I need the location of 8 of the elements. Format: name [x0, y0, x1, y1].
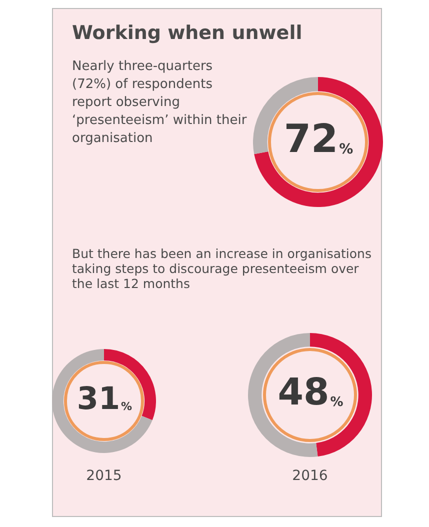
- data-label: 72%: [284, 117, 354, 162]
- text: Nearly three-quarters (72%) of respondents report observing ‘presenteeism’ within their organisation: [72, 58, 248, 148]
- text: But there has been an increase in organisations taking steps to discourage presenteeism over the last 12 months: [72, 246, 372, 291]
- chart-title: Working when unwell: [72, 22, 304, 44]
- text: 2015: [85, 468, 123, 484]
- text: 2016: [291, 468, 329, 484]
- data-label: 31%: [76, 381, 132, 418]
- data-label: 48%: [278, 370, 344, 414]
